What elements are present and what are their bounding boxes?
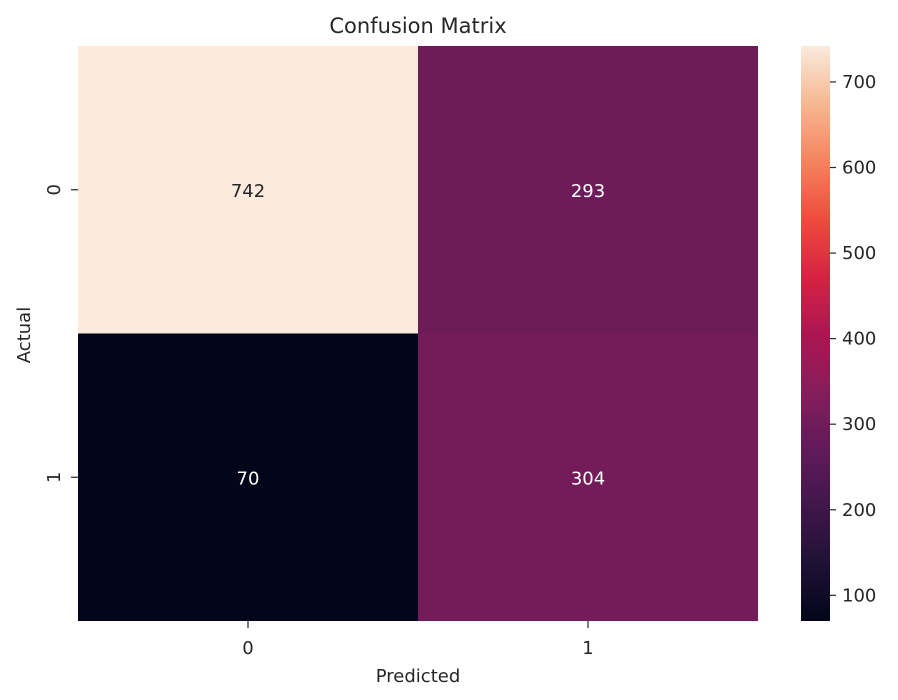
heatmap-cell-0-1 [418, 46, 758, 334]
colorbar-tick-label-4: 500 [842, 243, 876, 264]
chart-title: Confusion Matrix [329, 14, 506, 38]
colorbar-ticks: 100 200 300 400 500 600 700 [830, 72, 876, 606]
colorbar-tick-label-1: 200 [842, 500, 876, 521]
heatmap-cell-1-1 [418, 333, 758, 621]
x-tick-label-1: 1 [582, 638, 593, 659]
colorbar-tick-label-5: 600 [842, 158, 876, 179]
colorbar-tick-label-2: 300 [842, 414, 876, 435]
heatmap-cells [78, 46, 758, 621]
cell-value-label-0-0: 742 [231, 181, 265, 202]
colorbar-tick-label-3: 400 [842, 329, 876, 350]
cell-value-label-1-0: 70 [237, 468, 260, 489]
heatmap-cell-labels: 742 293 70 304 [231, 181, 605, 490]
colorbar [801, 46, 830, 621]
heatmap-cell-1-0 [78, 333, 418, 621]
colorbar-tick-label-6: 700 [842, 72, 876, 93]
cell-value-label-1-1: 304 [571, 468, 605, 489]
y-tick-label-1: 1 [44, 472, 65, 483]
cell-value-label-0-1: 293 [571, 181, 605, 202]
x-tick-label-0: 0 [242, 638, 253, 659]
x-axis-label: Predicted [376, 666, 461, 687]
y-axis-label: Actual [14, 307, 35, 363]
colorbar-tick-label-0: 100 [842, 585, 876, 606]
y-tick-label-0: 0 [44, 184, 65, 195]
heatmap-cell-0-0 [78, 46, 418, 334]
y-axis-ticks: 01 [44, 184, 78, 483]
